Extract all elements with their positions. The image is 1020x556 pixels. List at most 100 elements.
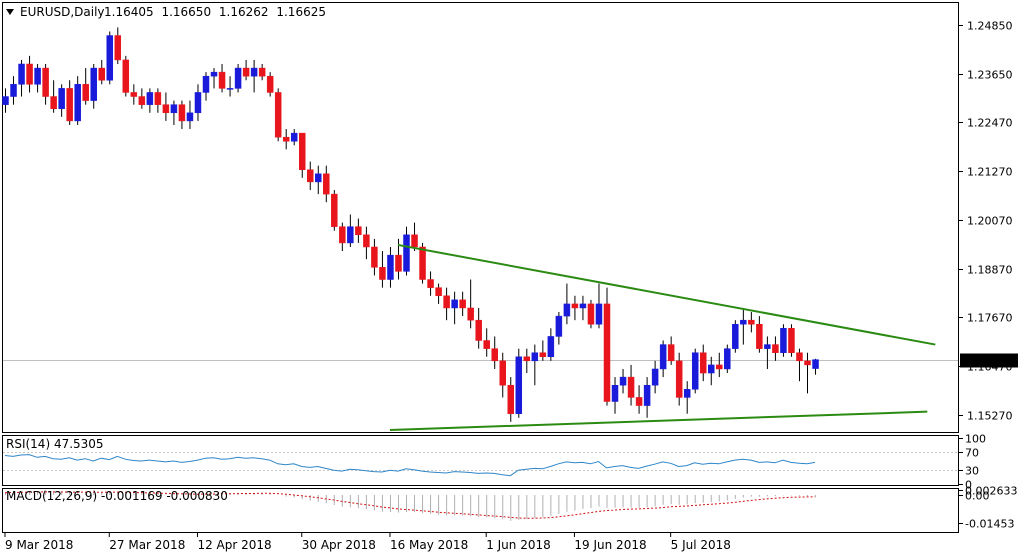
candle-body [732,323,739,349]
bear-candle [483,328,490,357]
bear-candle [379,251,386,288]
candle-body [274,92,282,138]
candle-body [395,254,402,272]
candle-body [467,307,474,321]
rsi-label: RSI(14) 47.5305 [6,437,104,451]
candle-body [347,226,354,244]
bear-candle [475,307,482,349]
candle-body [435,287,442,297]
candle-body [748,319,755,325]
price-tick-label: 1.24850 [967,20,1013,33]
time-tick-label: 9 Mar 2018 [5,538,73,552]
candle-body [130,92,138,97]
trendlines [389,243,936,431]
candle-body [667,344,675,362]
candle-body [627,376,635,398]
candle-body [788,328,795,353]
bear-candle [523,348,531,374]
bull-candle [210,68,218,89]
candle-body [571,303,579,309]
bull-candle [2,88,9,113]
bear-candle [443,287,450,321]
candle-body [555,315,563,337]
candle-body [539,352,547,358]
price-tick-label: 1.15270 [967,410,1013,423]
candle-body [323,173,330,195]
bear-candle [435,283,442,304]
time-tick-label: 12 Apr 2018 [197,538,271,552]
candle-body [708,364,715,374]
candle-body [339,226,346,244]
trendline [389,410,928,431]
bull-candle [170,100,178,125]
bear-candle [42,63,49,105]
candle-body [547,336,555,358]
candle-body [475,319,482,341]
candle-body [371,246,378,268]
symbol-dropdown-icon[interactable] [6,9,14,15]
bear-candle [459,291,466,317]
bull-candle [226,76,234,97]
candle-body [419,246,426,280]
candle-body [234,67,242,89]
candle-body [691,352,699,390]
candle-body [170,104,178,114]
price-tick-label: 1.18870 [967,264,1013,277]
candle-body [804,360,811,366]
bull-candle [315,165,322,195]
bear-candle [667,336,675,365]
bear-candle [339,222,346,252]
rsi-tick-label: 100 [965,433,986,446]
candle-body [266,75,274,93]
bear-candle [218,63,226,93]
candle-body [82,84,89,101]
candle-body [10,84,17,97]
price-tick-label: 1.17670 [967,312,1013,325]
candle-body [58,88,65,109]
bear-candle [427,271,434,296]
macd-panel[interactable] [2,488,959,533]
bull-candle [724,344,731,374]
bear-candle [716,352,723,378]
candle-body [716,364,723,370]
bull-candle [780,324,787,357]
bull-candle [290,129,298,146]
bear-candle [66,80,73,125]
bear-candle [138,88,146,109]
candle-body [443,295,450,309]
candle-body [218,71,226,89]
candle-body [764,344,771,349]
bull-candle [58,84,65,117]
candle-body [780,328,787,353]
bull-candle [619,368,627,394]
candle-body [772,344,779,353]
candle-body [756,323,763,349]
candle-body [90,67,97,101]
bear-candle [178,100,186,130]
candle-body [114,35,122,61]
bull-candle [234,63,242,93]
candle-body [307,169,314,183]
bear-candle [82,68,89,105]
candle-body [643,384,651,406]
rsi-panel[interactable] [2,435,959,486]
bear-candle [154,88,162,113]
candle-body [74,84,81,122]
candle-body [411,234,418,248]
candle-body [451,299,458,309]
candle-body [26,63,33,85]
bear-candle [122,55,130,97]
bear-candle [796,348,803,382]
rsi-tick-label: 0 [965,479,972,492]
candle-body [226,88,234,90]
bear-candle [114,27,122,64]
bull-candle [451,291,458,325]
bear-candle [699,344,707,382]
candle-body [106,35,114,81]
bull-candle [10,76,17,105]
symbol-label: EURUSD,Daily [20,5,105,19]
bear-candle [788,324,795,357]
bear-candle [507,377,515,422]
